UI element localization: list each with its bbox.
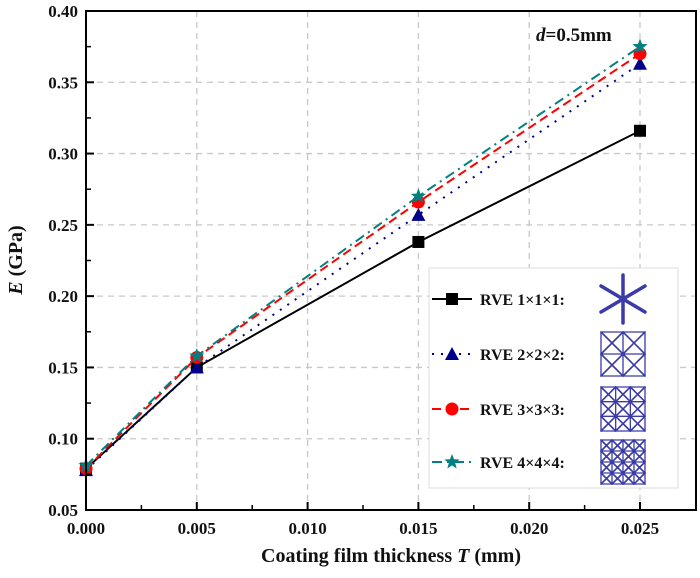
y-tick-label: 0.40	[48, 2, 78, 21]
lattice-strut	[622, 472, 635, 485]
lattice-strut	[611, 450, 624, 463]
lattice-strut	[600, 386, 617, 403]
legend-label: RVE 1×1×1:	[480, 292, 565, 309]
lattice-strut	[600, 450, 613, 463]
lattice-strut	[614, 386, 632, 403]
lattice-strut	[633, 472, 646, 485]
lattice-strut	[622, 439, 635, 452]
data-point	[189, 360, 204, 374]
lattice-strut	[600, 415, 617, 432]
lattice-strut	[622, 331, 646, 355]
y-tick-label: 0.25	[48, 216, 78, 235]
x-axis-title: Coating film thickness T (mm)	[261, 545, 521, 567]
lattice-strut	[600, 439, 613, 452]
lattice-strut	[629, 386, 646, 403]
series-line	[85, 52, 641, 470]
lattice-strut	[599, 284, 647, 314]
legend-item-4: RVE 4×4×4:	[432, 439, 646, 485]
lattice-strut	[611, 472, 624, 485]
y-tick-label: 0.20	[48, 287, 78, 306]
series-line	[85, 129, 641, 470]
y-tick-label: 0.35	[48, 73, 78, 92]
lattice-strut	[633, 461, 646, 474]
legend: RVE 1×1×1: RVE 2×2×2: RVE 3×3×3: RVE 4×4×4:	[428, 267, 679, 489]
x-tick-label: 0.000	[67, 519, 105, 538]
lattice-strut	[614, 415, 632, 432]
x-tick-label: 0.025	[621, 519, 659, 538]
rve-3x3x3-lattice-icon	[600, 386, 646, 432]
legend-label: RVE 4×4×4:	[480, 455, 565, 472]
lattice-strut	[622, 461, 635, 474]
data-point	[632, 38, 648, 54]
lattice-strut	[633, 450, 646, 463]
lattice-strut	[633, 439, 646, 452]
y-tick-label: 0.15	[48, 358, 78, 377]
data-point	[633, 56, 647, 70]
rve-2x2x2-lattice-icon	[600, 331, 646, 377]
legend-item-1: RVE 1×1×1:	[432, 273, 647, 325]
legend-item-3: RVE 3×3×3:	[432, 386, 646, 432]
series-line	[85, 45, 641, 467]
lattice-strut	[614, 400, 632, 418]
x-tick-label: 0.005	[178, 519, 216, 538]
rve-4x4x4-lattice-icon	[600, 439, 646, 485]
lattice-strut	[622, 353, 646, 377]
x-tick-label: 0.020	[510, 519, 548, 538]
legend-label: RVE 3×3×3:	[480, 402, 565, 419]
legend-marker	[444, 454, 460, 469]
lattice-strut	[611, 461, 624, 474]
data-point	[411, 207, 426, 221]
y-tick-label: 0.05	[48, 501, 78, 520]
y-axis-title: E (GPa)	[5, 225, 27, 295]
y-tick-label: 0.10	[48, 430, 78, 449]
lattice-strut	[600, 353, 624, 377]
axes: 0.000 0.005 0.010 0.015 0.020 0.025 0.05 0.10 0…	[48, 2, 697, 538]
data-point	[634, 124, 646, 137]
lattice-strut	[611, 439, 624, 452]
lattice-strut	[600, 461, 613, 474]
lattice-strut	[600, 472, 613, 485]
lattice-strut	[629, 400, 646, 418]
data-point	[412, 235, 425, 248]
lattice-strut	[622, 450, 635, 463]
data-point	[189, 348, 205, 363]
x-tick-label: 0.010	[288, 519, 326, 538]
legend-marker	[446, 293, 458, 305]
legend-label: RVE 2×2×2:	[480, 347, 565, 364]
y-tick-label: 0.30	[48, 145, 78, 164]
lattice-strut	[629, 415, 646, 432]
data-point	[410, 188, 426, 203]
x-tick-label: 0.015	[399, 519, 437, 538]
legend-marker	[445, 402, 459, 416]
rve-1x1x1-lattice-icon	[599, 273, 647, 325]
legend-item-2: RVE 2×2×2:	[432, 331, 646, 377]
legend-marker	[445, 347, 459, 360]
annotation-d: d=0.5mm	[536, 25, 612, 46]
lattice-strut	[600, 331, 624, 355]
lattice-strut	[600, 400, 617, 418]
